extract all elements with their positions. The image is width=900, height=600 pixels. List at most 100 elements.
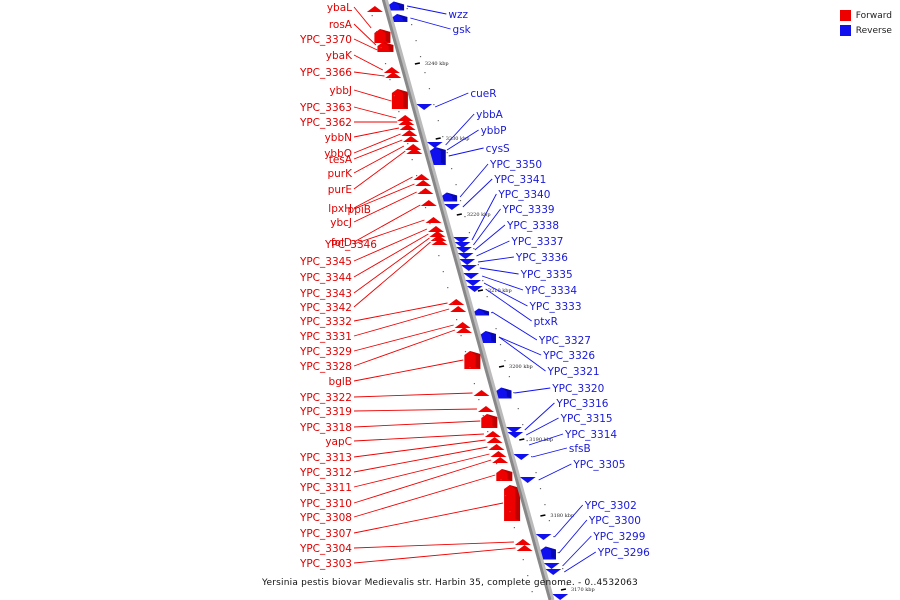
forward-gene-label[interactable]: YPC_3328 — [299, 361, 352, 373]
reverse-gene-label[interactable]: YPC_3302 — [584, 500, 637, 512]
forward-gene-label[interactable]: bglB — [329, 376, 352, 388]
forward-gene-label[interactable]: ybbN — [325, 132, 352, 144]
forward-gene-label[interactable]: YPC_3311 — [299, 482, 352, 494]
forward-gene-label[interactable]: YPC_3329 — [299, 346, 352, 358]
forward-gene-label[interactable]: YPC_3313 — [299, 452, 352, 464]
reverse-gene-label[interactable]: YPC_3300 — [588, 515, 641, 527]
forward-gene-label[interactable]: ybbO — [324, 148, 352, 160]
forward-gene-label[interactable]: YPC_3370 — [299, 34, 352, 46]
reverse-gene-label[interactable]: YPC_3337 — [510, 236, 563, 248]
reverse-gene-label[interactable]: YPC_3305 — [572, 459, 625, 471]
forward-gene-glyph — [481, 414, 498, 428]
reverse-leader-line — [528, 433, 564, 446]
reverse-gene-label[interactable]: wzz — [448, 9, 468, 21]
reverse-gene-label[interactable]: YPC_3341 — [493, 174, 546, 186]
reverse-leader-line — [554, 504, 584, 538]
forward-gene-glyph — [427, 226, 444, 232]
reverse-leader-line — [434, 92, 469, 108]
forward-gene-label[interactable]: tesA — [329, 154, 353, 166]
forward-gene-label[interactable]: ybcJ — [330, 217, 352, 229]
forward-gene-label[interactable]: lpxH — [328, 203, 352, 215]
legend-reverse: Reverse — [839, 23, 892, 38]
reverse-gene-label[interactable]: YPC_3296 — [597, 547, 650, 559]
reverse-gene-label[interactable]: YPC_3338 — [506, 220, 559, 232]
forward-gene-label[interactable]: YPC_3344 — [299, 272, 352, 284]
reverse-gene-label[interactable]: YPC_3315 — [560, 413, 613, 425]
forward-gene-label[interactable]: YPC_3366 — [299, 67, 352, 79]
forward-gene-glyph — [391, 89, 408, 109]
forward-gene-label[interactable]: YPC_3343 — [299, 288, 352, 300]
reverse-gene-label[interactable]: YPC_3327 — [538, 335, 591, 347]
forward-gene-label[interactable]: YPC_3319 — [299, 406, 352, 418]
forward-gene-label[interactable]: YPC_3362 — [299, 117, 352, 129]
reverse-gene-label[interactable]: YPC_3335 — [520, 269, 573, 281]
reverse-gene-label[interactable]: YPC_3333 — [528, 301, 581, 313]
reverse-gene-label[interactable]: YPC_3336 — [515, 252, 568, 264]
forward-gene-label[interactable]: YPC_3308 — [299, 512, 352, 524]
axis-dot — [491, 312, 493, 314]
forward-leader-line — [353, 439, 486, 458]
reverse-gene-label[interactable]: YPC_3321 — [547, 366, 600, 378]
forward-gene-glyph — [405, 144, 422, 150]
forward-gene-label[interactable]: purK — [327, 168, 353, 180]
reverse-gene-label[interactable]: YPC_3326 — [542, 350, 595, 362]
axis-dot — [407, 143, 409, 145]
forward-gene-label[interactable]: purE — [328, 184, 352, 196]
forward-gene-label[interactable]: YPC_3307 — [299, 528, 352, 540]
forward-gene-label[interactable]: yapC — [325, 436, 352, 448]
forward-gene-glyph — [377, 42, 394, 52]
reverse-leader-line — [558, 519, 588, 554]
reverse-gene-label[interactable]: YPC_3340 — [497, 189, 550, 201]
forward-gene-label[interactable]: YPC_3322 — [299, 392, 352, 404]
reverse-gene-label[interactable]: YPC_3320 — [551, 383, 604, 395]
reverse-leader-line — [491, 311, 538, 341]
forward-gene-label[interactable]: ybaL — [327, 2, 352, 14]
scale-tick-label: 3240 kbp — [425, 61, 449, 67]
reverse-gene-label[interactable]: YPC_3314 — [564, 429, 617, 441]
reverse-gene-label[interactable]: ptxR — [534, 316, 558, 328]
forward-gene-glyph — [454, 322, 471, 328]
forward-leader-line — [353, 329, 456, 367]
forward-gene-label[interactable]: YPC_3345 — [299, 256, 352, 268]
axis-dot — [459, 200, 462, 202]
forward-gene-label[interactable]: YPC_3363 — [299, 102, 352, 114]
forward-gene-label[interactable]: YPC_3303 — [299, 558, 352, 570]
forward-gene-label[interactable]: rosA — [329, 19, 353, 31]
forward-gene-label[interactable]: YPC_3342 — [299, 302, 352, 314]
forward-gene-label[interactable]: YPC_3331 — [299, 331, 352, 343]
axis-dot — [531, 456, 533, 458]
forward-leader-line — [353, 106, 397, 119]
reverse-gene-label[interactable]: YPC_3299 — [592, 531, 645, 543]
forward-gene-label[interactable]: YPC_3346 — [324, 239, 377, 251]
forward-gene-label[interactable]: YPC_3310 — [299, 498, 352, 510]
scale-tick — [498, 365, 505, 368]
reverse-gene-label[interactable]: YPC_3334 — [524, 285, 577, 297]
forward-gene-label[interactable]: YPC_3332 — [299, 316, 352, 328]
reverse-gene-label[interactable]: gsk — [453, 24, 472, 36]
forward-gene-label[interactable]: ybbJ — [329, 85, 352, 97]
reverse-gene-glyph — [429, 147, 446, 165]
reverse-gene-label[interactable]: ybbP — [481, 125, 507, 137]
forward-gene-label[interactable]: YPC_3312 — [299, 467, 352, 479]
reverse-gene-label[interactable]: cysS — [486, 143, 510, 155]
reverse-leader-line — [498, 336, 542, 356]
reverse-gene-label[interactable]: cueR — [470, 88, 496, 100]
forward-gene-label[interactable]: folD — [331, 237, 352, 249]
forward-gene-label[interactable]: YPC_3318 — [299, 422, 352, 434]
reverse-gene-glyph — [505, 427, 522, 433]
axis-dot — [420, 191, 422, 193]
forward-gene-label[interactable]: ybaK — [326, 50, 353, 62]
reverse-gene-label[interactable]: sfsB — [569, 443, 591, 455]
axis-dot — [384, 63, 387, 65]
reverse-gene-glyph — [519, 477, 536, 483]
reverse-gene-label[interactable]: YPC_3316 — [555, 398, 608, 410]
forward-gene-label[interactable]: YPC_3304 — [299, 543, 352, 555]
scale-tick-label: 3230 kbp — [446, 136, 470, 142]
axis-dot — [424, 72, 426, 74]
reverse-gene-label[interactable]: ybbA — [476, 109, 504, 121]
reverse-gene-label[interactable]: YPC_3350 — [489, 159, 542, 171]
axis-dot — [429, 223, 431, 225]
reverse-gene-label[interactable]: YPC_3339 — [502, 204, 555, 216]
forward-gene-label[interactable]: ppiB — [348, 204, 371, 216]
axis-dot — [389, 79, 391, 81]
